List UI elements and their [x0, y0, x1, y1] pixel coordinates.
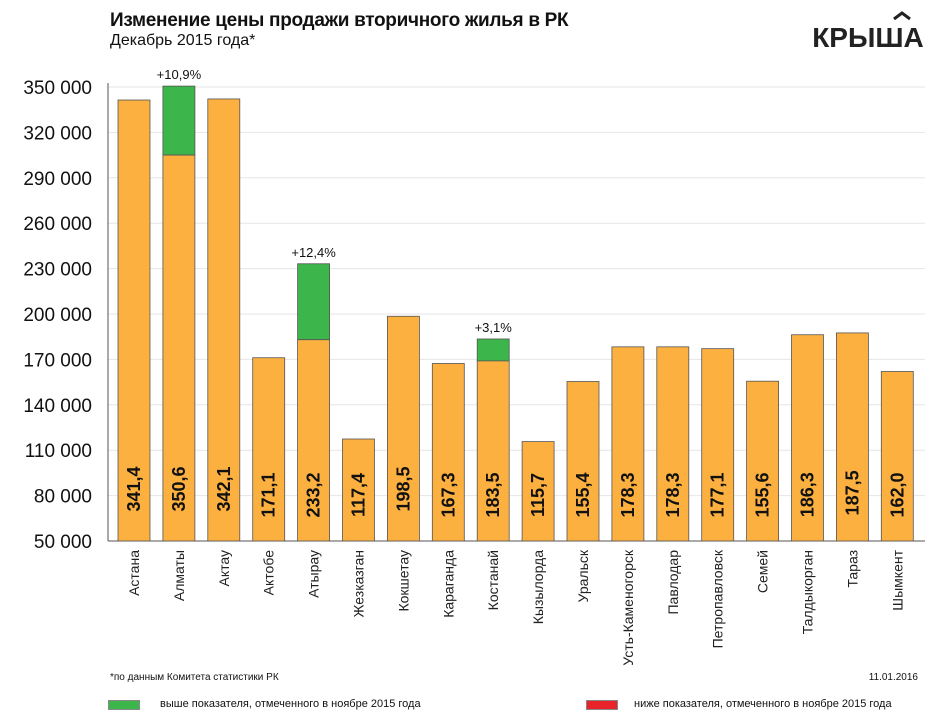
- category-label: Талдыкорган: [800, 550, 816, 634]
- value-label: 115,7: [528, 473, 548, 517]
- category-label: Костанай: [485, 550, 501, 610]
- chart-subtitle: Декабрь 2015 года*: [110, 32, 256, 49]
- category-label: Кызылорда: [530, 550, 546, 624]
- y-tick-label: 260 000: [23, 214, 92, 235]
- legend-label-down: ниже показателя, отмеченного в ноябре 20…: [634, 698, 892, 710]
- value-label: 178,3: [618, 472, 638, 517]
- value-label: 155,4: [573, 472, 593, 517]
- bar: [836, 332, 869, 542]
- bar-change-segment: [297, 263, 331, 341]
- category-label: Павлодар: [665, 550, 681, 615]
- bar: [431, 363, 465, 542]
- category-label: Алматы: [171, 550, 187, 601]
- category-label: Атырау: [306, 550, 322, 598]
- bar-change-segment: [162, 85, 196, 156]
- krysha-logo: КРЫША: [812, 11, 924, 50]
- value-label: 167,3: [438, 472, 458, 517]
- y-tick-label: 350 000: [23, 78, 92, 99]
- legend-swatch-up: [108, 700, 140, 710]
- y-tick-label: 230 000: [23, 260, 92, 281]
- value-label: 187,5: [842, 470, 862, 515]
- bar: [611, 346, 645, 542]
- y-tick-label: 80 000: [34, 487, 92, 508]
- bar: [162, 154, 196, 542]
- value-label: 341,4: [124, 466, 144, 511]
- bar: [656, 346, 690, 542]
- category-label: Актау: [216, 550, 232, 587]
- change-label: +3,1%: [475, 320, 513, 335]
- category-label: Жезказган: [351, 550, 367, 617]
- value-label: 155,6: [753, 472, 773, 517]
- bar: [207, 98, 241, 542]
- value-label: 162,0: [887, 472, 907, 517]
- value-label: 186,3: [798, 472, 818, 517]
- category-label: Усть-Каменогорск: [620, 549, 636, 666]
- bar: [252, 357, 286, 542]
- chart-title: Изменение цены продажи вторичного жилья …: [110, 10, 569, 31]
- y-tick-label: 50 000: [34, 532, 92, 553]
- value-label: 177,1: [708, 472, 728, 517]
- category-label: Тараз: [844, 550, 860, 588]
- value-label: 117,4: [349, 473, 369, 517]
- svg-text:КРЫША: КРЫША: [812, 22, 924, 50]
- y-tick-label: 200 000: [23, 305, 92, 326]
- category-label: Актобе: [261, 550, 277, 596]
- y-tick-label: 170 000: [23, 350, 92, 371]
- value-label: 233,2: [304, 472, 324, 517]
- bar: [880, 371, 914, 542]
- value-label: 183,5: [483, 472, 503, 517]
- bar: [791, 334, 824, 542]
- value-label: 171,1: [259, 472, 279, 517]
- date-label: 11.01.2016: [868, 672, 918, 683]
- bar: [521, 441, 555, 542]
- bar: [566, 381, 600, 542]
- bar: [746, 380, 779, 542]
- bar-change-segment: [476, 338, 510, 362]
- y-tick-label: 140 000: [23, 396, 92, 417]
- bar: [297, 339, 331, 542]
- value-label: 198,5: [393, 466, 413, 511]
- y-tick-label: 320 000: [23, 123, 92, 144]
- category-label: Семей: [755, 550, 771, 593]
- y-tick-label: 290 000: [23, 169, 92, 190]
- category-label: Шымкент: [889, 549, 905, 610]
- footnote: *по данным Комитета статистики РК: [110, 672, 279, 683]
- bar: [386, 315, 420, 542]
- category-label: Кокшетау: [395, 550, 411, 612]
- bar: [342, 438, 375, 542]
- value-label: 178,3: [663, 472, 683, 517]
- legend-label-up: выше показателя, отмеченного в ноябре 20…: [160, 698, 421, 710]
- bar: [701, 348, 735, 542]
- category-label: Уральск: [575, 549, 591, 602]
- category-label: Караганда: [440, 550, 456, 618]
- change-label: +10,9%: [157, 67, 202, 82]
- bar: [117, 99, 151, 542]
- value-label: 350,6: [169, 466, 189, 511]
- category-label: Астана: [126, 550, 142, 596]
- bar: [476, 360, 510, 542]
- legend-swatch-down: [586, 700, 618, 710]
- category-label: Петропавловск: [710, 549, 726, 648]
- value-label: 342,1: [214, 466, 234, 511]
- change-label: +12,4%: [291, 245, 336, 260]
- y-tick-label: 110 000: [25, 441, 92, 462]
